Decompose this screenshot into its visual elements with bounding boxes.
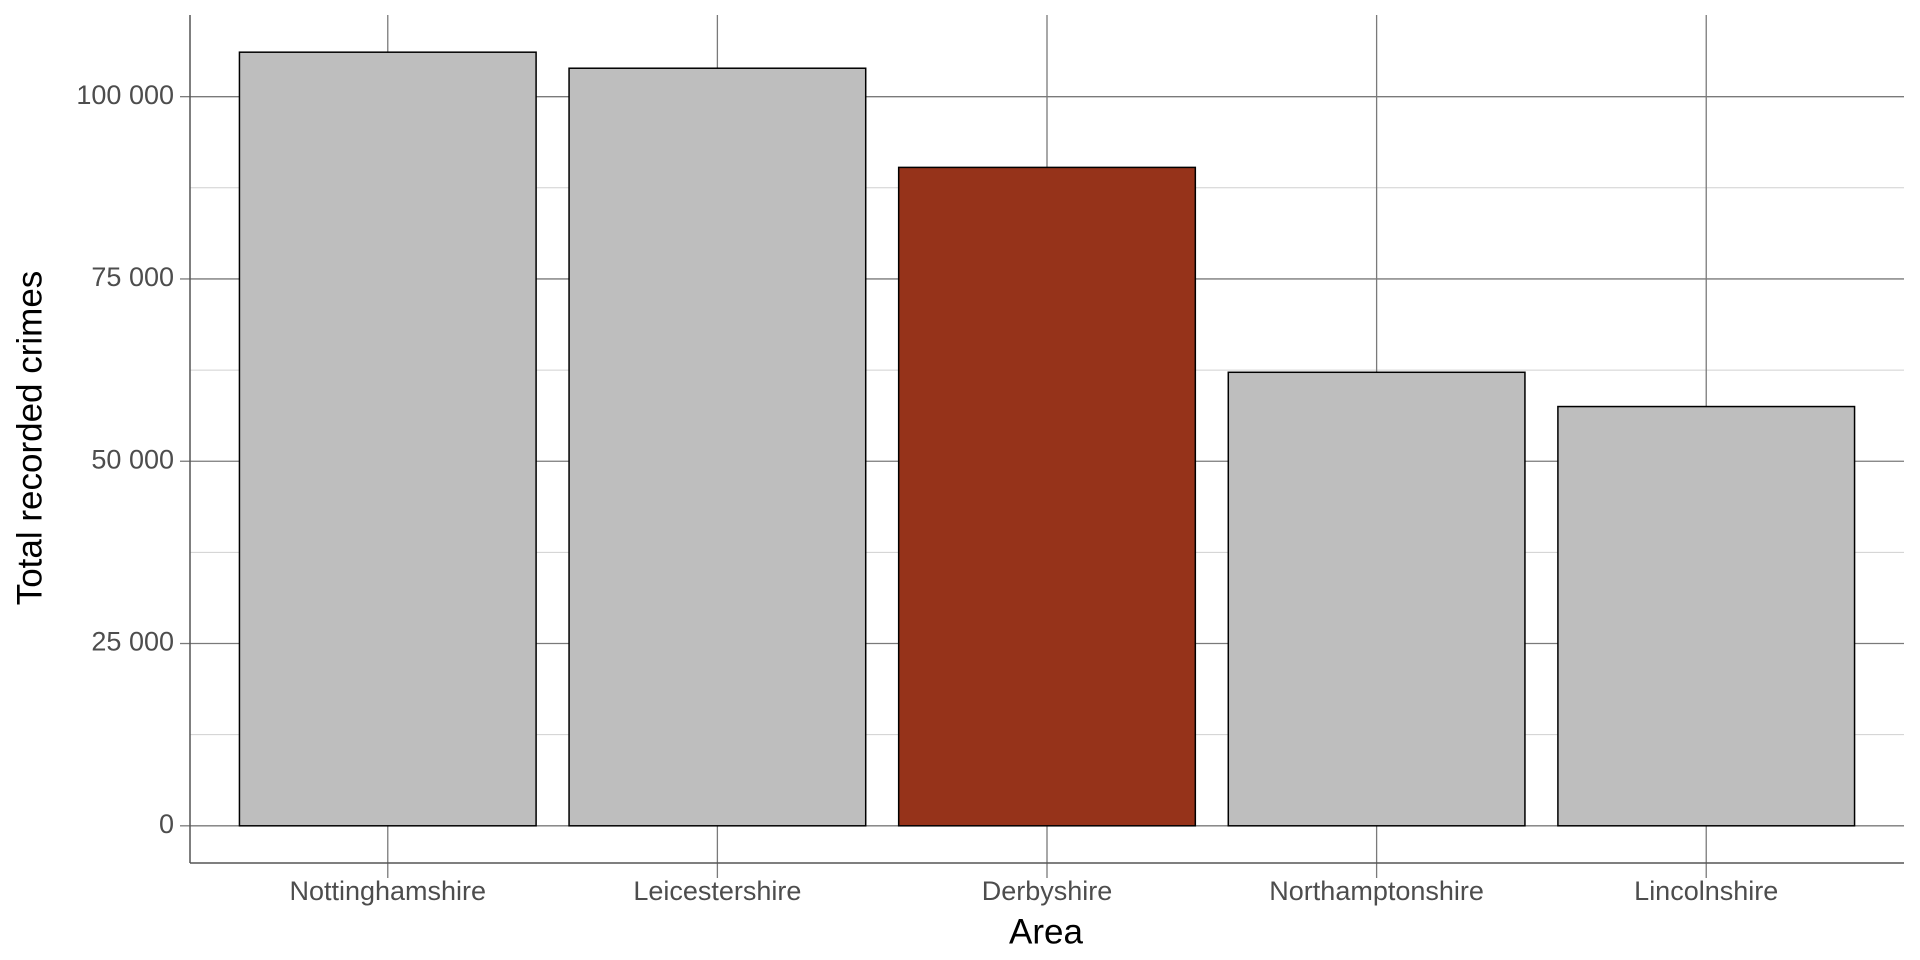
x-tick-label: Nottinghamshire <box>289 876 486 906</box>
x-tick-label: Derbyshire <box>982 876 1113 906</box>
x-tick-label: Northamptonshire <box>1269 876 1484 906</box>
y-tick-label: 50 000 <box>91 444 174 474</box>
y-axis-title: Total recorded crimes <box>10 271 49 606</box>
x-axis-title: Area <box>1009 912 1083 951</box>
bar <box>897 166 1197 827</box>
bar <box>1227 371 1526 827</box>
x-tick-label: Lincolnshire <box>1634 876 1778 906</box>
y-tick-label: 75 000 <box>91 262 174 292</box>
bar <box>238 51 537 827</box>
y-tick-label: 100 000 <box>76 80 174 110</box>
x-tick-label: Leicestershire <box>633 876 801 906</box>
bar <box>1557 405 1856 827</box>
y-tick-label: 0 <box>159 809 174 839</box>
bar <box>568 67 867 827</box>
y-tick-label: 25 000 <box>91 627 174 657</box>
